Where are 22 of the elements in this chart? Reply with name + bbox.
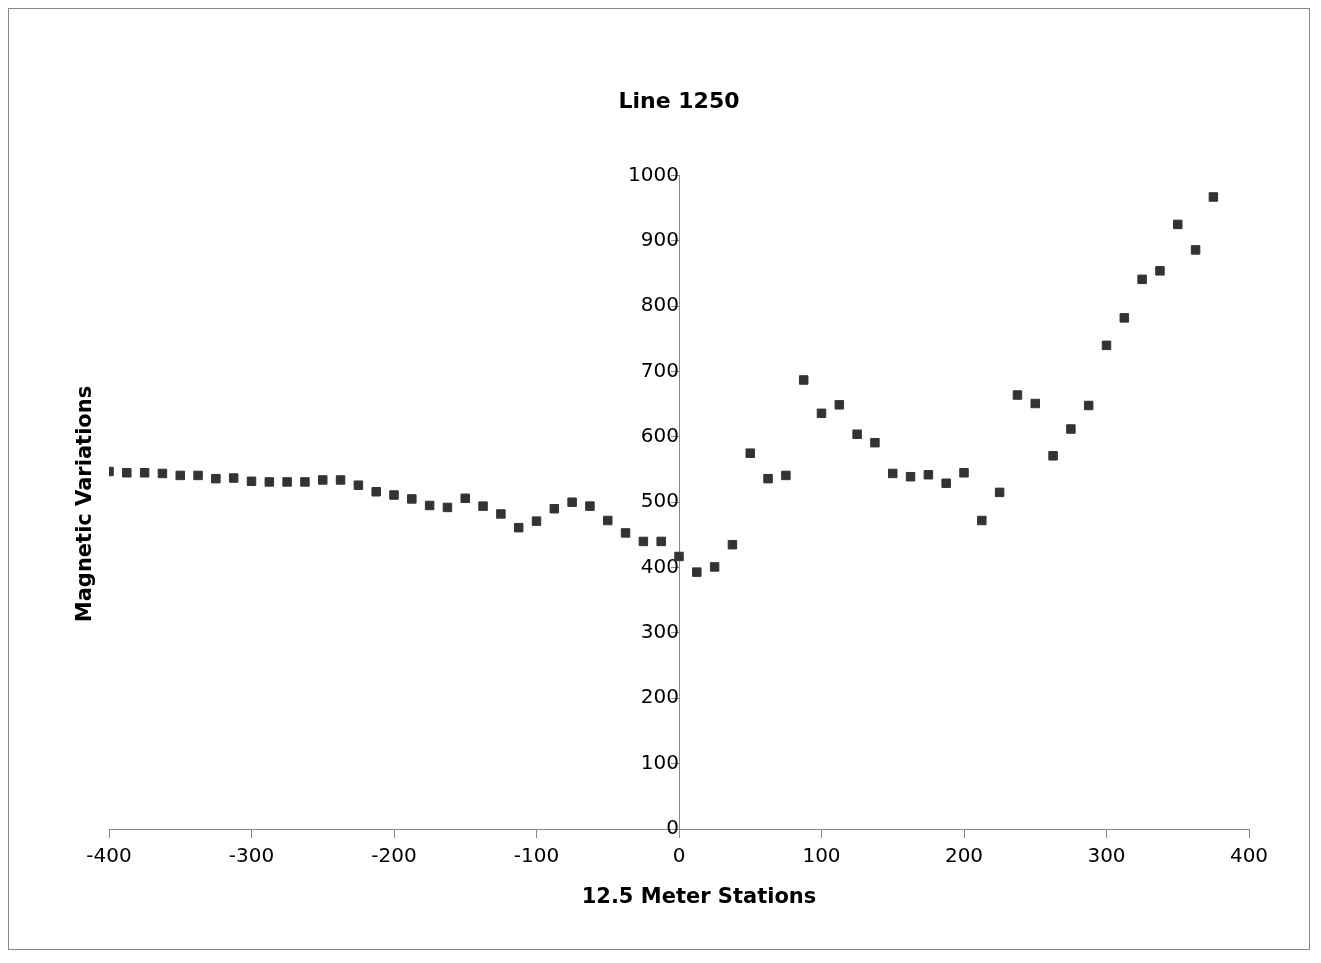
x-tick-label: -200 (371, 843, 417, 868)
chart-title: Line 1250 (618, 87, 740, 113)
y-tick-label: 500 (640, 488, 679, 513)
y-tick-label: 100 (640, 749, 679, 774)
y-tick-label: 1000 (628, 161, 679, 186)
y-tick-label: 900 (640, 226, 679, 251)
x-tick-label: -300 (228, 843, 275, 868)
x-tick-label: 100 (802, 843, 841, 868)
x-tick-label: -100 (513, 843, 560, 868)
x-tick-label: -400 (86, 843, 132, 868)
y-tick-label: 600 (640, 423, 679, 448)
y-tick-label: 700 (640, 357, 679, 382)
x-tick-label: 200 (944, 843, 984, 868)
y-axis-title: Magnetic Variations (72, 385, 96, 623)
y-tick-label: 0 (666, 815, 679, 840)
y-tick-label: 400 (640, 553, 679, 578)
y-tick-label: 200 (640, 684, 679, 709)
x-tick-label: 400 (1229, 843, 1269, 868)
y-tick-label: 300 (640, 619, 679, 644)
y-tick-label: 800 (640, 292, 679, 317)
x-axis-title: 12.5 Meter Stations (580, 884, 818, 908)
x-tick-label: 300 (1087, 843, 1126, 868)
